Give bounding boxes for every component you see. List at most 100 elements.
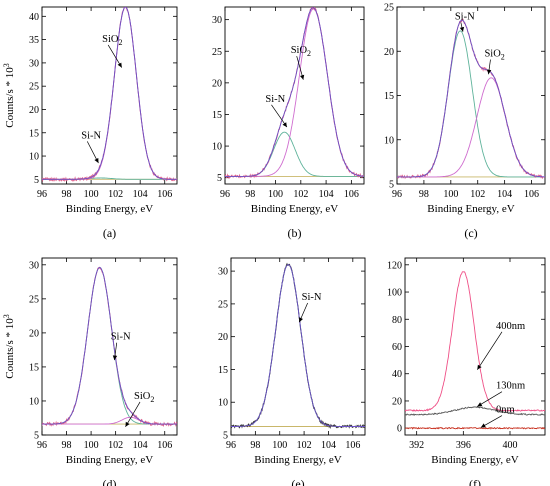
annotation-arrowhead bbox=[282, 122, 287, 128]
panel-a: 96 98 100 102 104 106 5 10 15 20 25 30 35 40 Binding E… bbox=[2, 6, 178, 240]
annotation-arrowhead bbox=[125, 421, 130, 427]
y-tick-label: 60 bbox=[392, 342, 402, 353]
annotation-arrow bbox=[477, 331, 503, 370]
y-tick-label: 30 bbox=[218, 267, 228, 278]
x-tick-label: 102 bbox=[108, 189, 123, 200]
y-tick-label: 15 bbox=[218, 365, 228, 376]
y-tick-label: 0 bbox=[397, 424, 402, 435]
y-tick-label: 40 bbox=[392, 369, 402, 380]
series-0nm bbox=[405, 426, 545, 430]
x-tick-label: 396 bbox=[456, 440, 471, 451]
curves bbox=[42, 266, 177, 428]
sio2-component bbox=[42, 7, 177, 180]
y-tick-label: 20 bbox=[29, 105, 39, 116]
y-axis-label: Counts/s * 103 bbox=[2, 314, 16, 379]
x-tick-label: 106 bbox=[344, 189, 359, 200]
curves bbox=[42, 7, 177, 183]
x-tick-label: 106 bbox=[157, 440, 172, 451]
x-axis-label: Binding Energy, eV bbox=[254, 454, 341, 466]
panel-label: (d) bbox=[103, 477, 117, 486]
series-130nm bbox=[405, 405, 545, 416]
y-tick-label: 5 bbox=[34, 431, 39, 442]
experimental-spectrum bbox=[42, 7, 177, 183]
x-tick-label: 98 bbox=[419, 189, 429, 200]
annotation-arrow bbox=[125, 401, 141, 428]
y-tick-label: 30 bbox=[29, 260, 39, 271]
x-tick-label: 96 bbox=[37, 189, 47, 200]
y-tick-label: 25 bbox=[384, 3, 394, 14]
x-tick-label: 98 bbox=[245, 189, 255, 200]
annotation-arrowhead bbox=[117, 62, 122, 68]
y-tick-label: 40 bbox=[29, 12, 39, 23]
plot-frame bbox=[396, 6, 546, 185]
annotation-label: SiO2 bbox=[134, 391, 154, 404]
annotation-arrow bbox=[271, 104, 288, 128]
y-tick-label: 5 bbox=[223, 431, 228, 442]
x-tick-label: 104 bbox=[321, 440, 336, 451]
y-tick-label: 20 bbox=[29, 328, 39, 339]
curves bbox=[397, 18, 545, 180]
y-tick-label: 120 bbox=[387, 260, 402, 271]
annotation-label: 0nm bbox=[496, 405, 515, 416]
plot-frame bbox=[230, 257, 366, 436]
annotation-arrowhead bbox=[94, 158, 99, 163]
x-axis-label: Binding Energy, eV bbox=[431, 454, 518, 466]
x-axis-label: Binding Energy, eV bbox=[427, 203, 514, 215]
x-tick-label: 100 bbox=[84, 189, 99, 200]
x-tick-label: 392 bbox=[409, 440, 424, 451]
panel-b: 96 98 100 102 104 106 5 10 15 20 25 30 Binding Energ… bbox=[212, 6, 365, 240]
plot-frame bbox=[224, 6, 365, 185]
annotation-arrowhead bbox=[477, 402, 483, 407]
panel-c: 96 98 100 102 104 106 5 10 15 20 25 Binding Energy,… bbox=[384, 3, 546, 240]
panel-f: 392 396 400 0 20 40 60 80 100 120 Binding Energy, … bbox=[387, 257, 546, 486]
experimental-spectrum bbox=[231, 262, 365, 430]
y-tick-label: 20 bbox=[218, 332, 228, 343]
annotation-arrowhead bbox=[477, 364, 482, 370]
curves bbox=[231, 262, 365, 430]
annotation-label: SiO2 bbox=[484, 49, 504, 62]
fit-envelope bbox=[225, 7, 364, 177]
x-tick-label: 100 bbox=[272, 440, 287, 451]
curves bbox=[225, 7, 364, 180]
y-tick-label: 30 bbox=[29, 58, 39, 69]
annotation-label: 130nm bbox=[496, 381, 525, 392]
x-axis-label: Binding Energy, eV bbox=[66, 203, 153, 215]
panel-label: (a) bbox=[103, 226, 116, 240]
panel-label: (e) bbox=[291, 477, 304, 486]
y-tick-label: 100 bbox=[387, 288, 402, 299]
y-tick-label: 20 bbox=[384, 47, 394, 58]
curves bbox=[405, 271, 545, 430]
x-tick-label: 96 bbox=[37, 440, 47, 451]
x-tick-label: 96 bbox=[392, 189, 402, 200]
y-tick-label: 30 bbox=[212, 15, 222, 26]
si-n-component bbox=[225, 131, 364, 177]
x-tick-label: 100 bbox=[443, 189, 458, 200]
x-tick-label: 96 bbox=[226, 440, 236, 451]
x-tick-label: 104 bbox=[133, 189, 148, 200]
annotation-arrowhead bbox=[300, 74, 305, 80]
y-tick-label: 15 bbox=[29, 128, 39, 139]
x-tick-label: 102 bbox=[470, 189, 485, 200]
x-tick-label: 102 bbox=[293, 189, 308, 200]
x-axis-label: Binding Energy, eV bbox=[66, 454, 153, 466]
annotation-arrowhead bbox=[486, 69, 492, 75]
y-axis-label: Counts/s * 103 bbox=[2, 63, 16, 128]
panel-label: (f) bbox=[469, 477, 481, 486]
sio2-component bbox=[225, 8, 364, 177]
series-400nm bbox=[405, 271, 545, 412]
x-tick-label: 104 bbox=[133, 440, 148, 451]
si-n-component bbox=[42, 267, 177, 425]
x-tick-label: 98 bbox=[62, 440, 72, 451]
y-tick-label: 80 bbox=[392, 315, 402, 326]
panel-e: 96 98 100 102 104 106 5 10 15 20 25 30 Binding Energ… bbox=[218, 257, 366, 486]
fit-envelope bbox=[42, 7, 177, 180]
x-tick-label: 104 bbox=[319, 189, 334, 200]
annotation-arrowhead bbox=[459, 26, 465, 32]
x-tick-label: 106 bbox=[157, 189, 172, 200]
y-tick-label: 15 bbox=[384, 91, 394, 102]
y-tick-label: 20 bbox=[392, 396, 402, 407]
y-tick-label: 20 bbox=[212, 78, 222, 89]
x-tick-label: 106 bbox=[345, 440, 360, 451]
y-tick-label: 25 bbox=[218, 299, 228, 310]
